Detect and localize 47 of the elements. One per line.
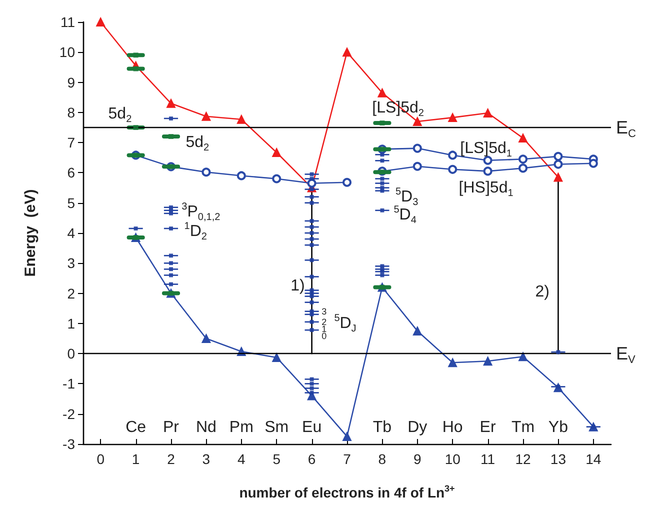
annotation: 1): [290, 277, 305, 294]
x-tick-label: 4: [238, 451, 246, 467]
y-tick-label: 7: [67, 134, 76, 151]
x-tick-label: 6: [308, 451, 316, 467]
y-tick-label: 2: [67, 285, 76, 302]
y-tick-label: -3: [62, 436, 76, 452]
annotation: Sm: [264, 418, 289, 436]
x-tick-label: 5: [272, 451, 281, 467]
y-tick-label: 0: [67, 346, 76, 362]
y-tick-label: 5: [67, 194, 76, 211]
x-tick-label: 1: [132, 451, 140, 467]
x-tick-label: 0: [96, 451, 105, 467]
x-tick-label: 14: [586, 451, 602, 467]
x-tick-label: 7: [343, 451, 352, 467]
x-tick-label: 3: [202, 451, 210, 467]
x-tick-label: 8: [378, 451, 386, 467]
annotation: Ce: [126, 418, 146, 436]
annotation: Tb: [372, 418, 392, 436]
annotation: Dy: [408, 418, 428, 436]
annotation: 3: [322, 306, 327, 316]
x-tick-label: 11: [480, 451, 496, 467]
y-tick-label: -1: [62, 376, 76, 392]
annotation: Eu: [302, 418, 322, 436]
y-tick-label: 6: [67, 164, 76, 181]
x-tick-label: 2: [167, 451, 176, 467]
x-tick-label: 12: [515, 451, 531, 467]
annotation: Yb: [548, 418, 568, 436]
annotation: Pm: [229, 418, 254, 436]
y-tick-label: 8: [67, 104, 76, 120]
annotation: Pr: [163, 418, 180, 436]
x-tick-label: 9: [414, 451, 422, 467]
y-tick-label: 11: [60, 14, 76, 30]
y-axis-title: Energy (eV): [22, 189, 39, 277]
annotation: Tm: [511, 418, 535, 436]
x-tick-label: 13: [550, 451, 566, 467]
y-tick-label: -2: [62, 406, 76, 422]
annotation: 2): [535, 283, 550, 300]
annotation: Er: [480, 418, 496, 436]
annotation: 0: [322, 331, 327, 342]
y-tick-label: 1: [67, 315, 76, 332]
x-tick-label: 10: [444, 451, 461, 467]
annotation: Nd: [196, 418, 216, 436]
annotation: Ho: [442, 418, 463, 436]
y-tick-label: 3: [67, 255, 76, 272]
y-tick-label: 9: [67, 74, 76, 90]
y-tick-label: 10: [59, 44, 76, 60]
y-tick-label: 4: [67, 225, 76, 241]
